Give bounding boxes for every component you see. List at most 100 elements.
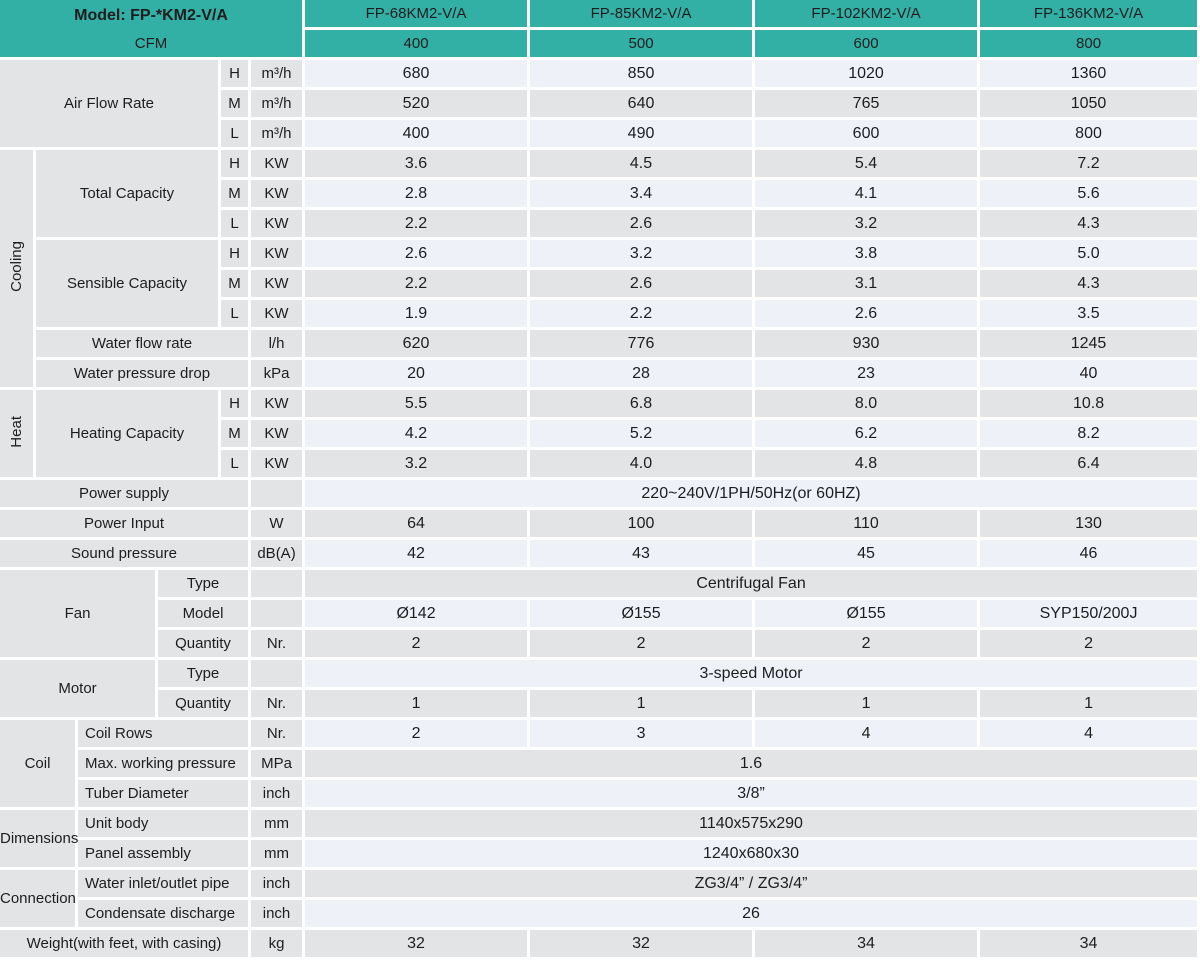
- value-cell: 640: [530, 90, 753, 117]
- merged-value-cell: ZG3/4” / ZG3/4”: [305, 870, 1198, 897]
- cooling-vertical-label: Cooling: [8, 241, 25, 292]
- value-cell: 4: [755, 720, 978, 747]
- value-cell: 2.6: [755, 300, 978, 327]
- value-cell: 28: [530, 360, 753, 387]
- value-cell: 850: [530, 60, 753, 87]
- unit-cell-empty: [251, 600, 303, 627]
- label-water-flow-rate: Water flow rate: [36, 330, 248, 357]
- heat-vertical-label: Heat: [8, 415, 25, 448]
- value-cell: 1: [980, 690, 1198, 717]
- value-cell: 8.0: [755, 390, 978, 417]
- merged-value-cell: Centrifugal Fan: [305, 570, 1198, 597]
- value-cell: 4.1: [755, 180, 978, 207]
- label-connection: Connection: [0, 870, 76, 927]
- unit-cell: KW: [251, 270, 303, 297]
- value-cell: 1: [755, 690, 978, 717]
- hml-cell: L: [221, 450, 248, 477]
- unit-cell: KW: [251, 210, 303, 237]
- value-cell: 2.2: [305, 270, 528, 297]
- row-fan-type: Fan Type Centrifugal Fan: [0, 570, 1198, 657]
- label-fan-model: Model: [158, 600, 248, 627]
- model-col-header: FP-85KM2-V/A: [530, 0, 753, 27]
- label-fan: Fan: [0, 570, 155, 657]
- label-motor-quantity: Quantity: [158, 690, 248, 717]
- unit-cell: Nr.: [251, 690, 303, 717]
- value-cell: 4.3: [980, 270, 1198, 297]
- value-cell: 32: [530, 930, 753, 957]
- unit-cell: m³/h: [251, 60, 303, 87]
- unit-cell: l/h: [251, 330, 303, 357]
- value-cell: 4.3: [980, 210, 1198, 237]
- value-cell: 40: [980, 360, 1198, 387]
- value-cell: 46: [980, 540, 1198, 567]
- value-cell: 3.8: [755, 240, 978, 267]
- row-fan-model: Model Ø142 Ø155 Ø155 SYP150/200J: [0, 600, 1198, 627]
- model-header-label: Model: FP-*KM2-V/A: [74, 6, 228, 24]
- value-cell: 5.2: [530, 420, 753, 447]
- value-cell: Ø155: [530, 600, 753, 627]
- value-cell: 2: [980, 630, 1198, 657]
- group-label-cooling: Cooling: [0, 150, 33, 387]
- model-col-header: FP-136KM2-V/A: [980, 0, 1198, 27]
- value-cell: 1: [305, 690, 528, 717]
- row-air-flow-h: Air Flow Rate H m³/h 680 850 1020 1360: [0, 60, 1198, 147]
- value-cell: 3.4: [530, 180, 753, 207]
- value-cell: 490: [530, 120, 753, 147]
- label-power-supply: Power supply: [0, 480, 248, 507]
- merged-value-cell: 220~240V/1PH/50Hz(or 60HZ): [305, 480, 1198, 507]
- label-motor: Motor: [0, 660, 155, 717]
- value-cell: 520: [305, 90, 528, 117]
- value-cell: 4.8: [755, 450, 978, 477]
- unit-cell-empty: [251, 660, 303, 687]
- value-cell: 600: [755, 120, 978, 147]
- row-cfm: 400 500 600 800: [0, 30, 1198, 57]
- group-label-heat: Heat: [0, 390, 33, 477]
- value-cell: 2.6: [530, 210, 753, 237]
- row-sensible-capacity-l: L KW 1.9 2.2 2.6 3.5: [0, 300, 1198, 327]
- hml-cell: H: [221, 60, 248, 87]
- label-sound-pressure: Sound pressure: [0, 540, 248, 567]
- value-cell: 1: [530, 690, 753, 717]
- value-cell: 5.5: [305, 390, 528, 417]
- unit-cell: mm: [251, 810, 303, 837]
- value-cell: 800: [980, 120, 1198, 147]
- value-cell: 130: [980, 510, 1198, 537]
- row-sensible-capacity-m: M KW 2.2 2.6 3.1 4.3: [0, 270, 1198, 297]
- value-cell: 43: [530, 540, 753, 567]
- unit-cell: inch: [251, 780, 303, 807]
- value-cell: 34: [980, 930, 1198, 957]
- value-cell: 2.2: [530, 300, 753, 327]
- label-unit-body: Unit body: [78, 810, 248, 837]
- row-water-inlet-outlet: Connection Water inlet/outlet pipe inch …: [0, 870, 1198, 927]
- row-coil-rows: Coil Coil Rows Nr. 2 3 4 4: [0, 720, 1198, 807]
- value-cell: 776: [530, 330, 753, 357]
- row-heating-capacity-h: Heat Heating Capacity H KW 5.5 6.8 8.0 1…: [0, 390, 1198, 477]
- row-total-capacity-l: L KW 2.2 2.6 3.2 4.3: [0, 210, 1198, 237]
- unit-cell: kPa: [251, 360, 303, 387]
- merged-value-cell: 26: [305, 900, 1198, 927]
- value-cell: 2.8: [305, 180, 528, 207]
- value-cell: Ø155: [755, 600, 978, 627]
- row-motor-type: Motor Type 3-speed Motor: [0, 660, 1198, 717]
- hml-cell: M: [221, 90, 248, 117]
- label-dimensions: Dimensions: [0, 810, 78, 867]
- value-cell: 1.9: [305, 300, 528, 327]
- cfm-value: 800: [980, 30, 1198, 57]
- unit-cell-empty: [251, 480, 303, 507]
- hml-cell: H: [221, 390, 248, 417]
- label-condensate-discharge: Condensate discharge: [78, 900, 248, 927]
- model-col-header: FP-68KM2-V/A: [305, 0, 528, 27]
- unit-cell: mm: [251, 840, 303, 867]
- value-cell: 4.5: [530, 150, 753, 177]
- value-cell: 3.2: [755, 210, 978, 237]
- value-cell: 20: [305, 360, 528, 387]
- row-tuber-diameter: Tuber Diameter inch 3/8”: [0, 780, 1198, 807]
- value-cell: 2.6: [305, 240, 528, 267]
- value-cell: 32: [305, 930, 528, 957]
- value-cell: 4: [980, 720, 1198, 747]
- row-max-working-pressure: Max. working pressure MPa 1.6: [0, 750, 1198, 777]
- label-total-capacity: Total Capacity: [36, 150, 218, 237]
- label-water-inlet-outlet: Water inlet/outlet pipe: [78, 870, 248, 897]
- cfm-value: 500: [530, 30, 753, 57]
